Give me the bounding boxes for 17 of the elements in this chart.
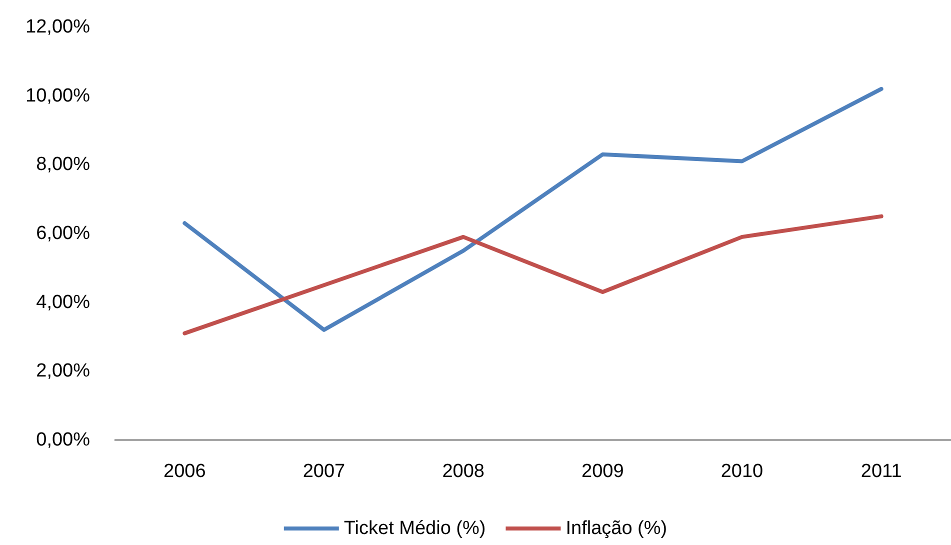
- y-tick-label: 12,00%: [26, 16, 90, 38]
- x-tick-label: 2006: [164, 461, 206, 482]
- y-tick-label: 0,00%: [36, 430, 90, 450]
- line-series: [182, 86, 884, 332]
- y-tick-label: 8,00%: [36, 154, 90, 176]
- x-tick-label: 2009: [582, 461, 624, 482]
- legend-label: Ticket Médio (%): [344, 518, 486, 539]
- x-tick-label: 2011: [860, 461, 902, 482]
- line-series: [182, 214, 884, 336]
- y-tick-label: 2,00%: [36, 360, 90, 382]
- legend-label: Inflação (%): [566, 518, 668, 539]
- x-tick-label: 2010: [720, 461, 764, 482]
- y-tick-label: 6,00%: [36, 223, 90, 244]
- y-tick-label: 4,00%: [36, 292, 90, 313]
- y-tick-label: 10,00%: [26, 85, 90, 106]
- x-tick-label: 2008: [442, 461, 484, 482]
- x-tick-label: 2007: [302, 461, 346, 482]
